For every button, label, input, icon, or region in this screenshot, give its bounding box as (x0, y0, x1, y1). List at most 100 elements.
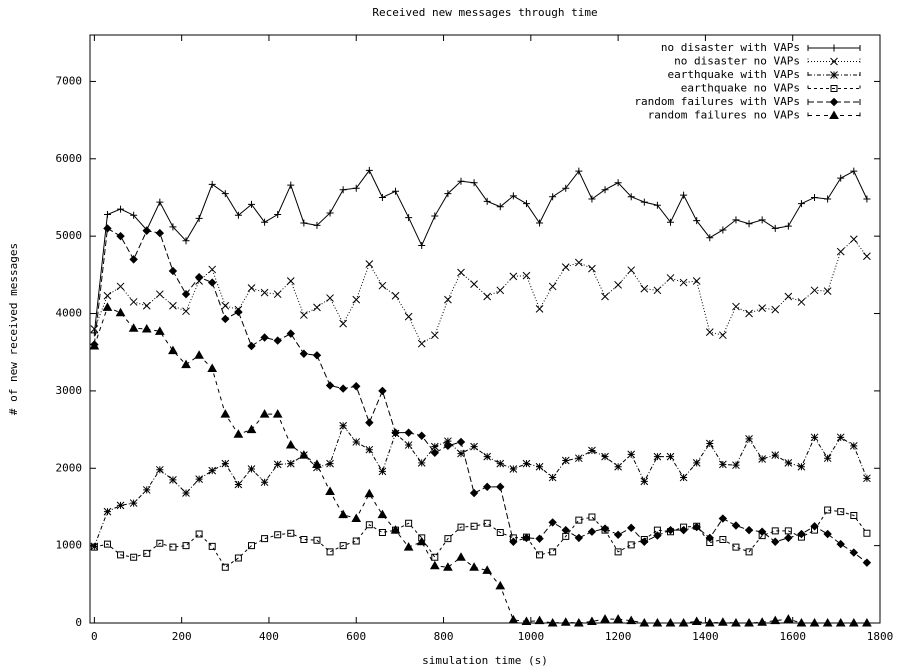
marker (378, 386, 387, 396)
marker (443, 441, 453, 451)
marker (508, 614, 519, 624)
marker (142, 301, 151, 310)
marker (771, 527, 779, 535)
marker (418, 534, 426, 542)
marker (836, 433, 845, 442)
marker (640, 198, 648, 206)
marker (574, 533, 584, 543)
legend-line (807, 99, 861, 105)
marker (457, 523, 465, 531)
marker (588, 264, 596, 273)
marker (692, 277, 701, 285)
marker (234, 480, 243, 489)
marker (391, 428, 400, 437)
marker (312, 459, 322, 468)
marker (560, 617, 571, 626)
marker (653, 201, 661, 209)
marker (456, 552, 466, 561)
marker (862, 617, 872, 627)
marker (824, 195, 832, 203)
y-tick-label: 0 (75, 616, 82, 629)
marker (457, 449, 465, 458)
marker (339, 542, 347, 550)
marker (509, 465, 518, 473)
marker (509, 272, 518, 281)
marker (783, 614, 794, 623)
marker (536, 219, 544, 227)
marker (274, 210, 282, 218)
marker (600, 524, 610, 533)
marker (796, 617, 807, 627)
marker (758, 455, 767, 463)
marker (169, 476, 177, 484)
marker (154, 326, 165, 335)
marker (194, 350, 204, 359)
marker (835, 617, 846, 627)
marker (836, 539, 845, 549)
marker (365, 521, 373, 529)
marker (829, 110, 839, 119)
marker (837, 508, 845, 516)
marker (181, 359, 191, 369)
marker (483, 292, 492, 301)
marker (378, 281, 387, 290)
marker (444, 437, 452, 446)
marker (326, 294, 334, 302)
marker (731, 617, 741, 627)
marker (169, 223, 177, 231)
marker (234, 211, 242, 219)
marker (247, 465, 256, 473)
marker (391, 291, 400, 300)
marker (863, 252, 871, 261)
marker (247, 341, 256, 351)
marker (233, 429, 244, 438)
marker (614, 548, 622, 556)
marker (784, 458, 793, 467)
marker (830, 57, 838, 66)
marker (116, 501, 125, 510)
marker (457, 268, 465, 277)
x-tick-label: 1600 (779, 630, 806, 643)
marker (364, 488, 375, 498)
marker (836, 247, 845, 256)
marker (830, 85, 838, 92)
marker (285, 440, 296, 449)
x-tick-label: 1400 (692, 630, 719, 643)
marker (378, 193, 386, 201)
marker (352, 438, 361, 446)
marker (797, 298, 806, 306)
marker (378, 467, 387, 476)
marker (679, 525, 688, 535)
marker (823, 529, 832, 539)
marker (117, 551, 125, 559)
marker (207, 363, 218, 372)
marker (313, 221, 321, 229)
marker (718, 617, 728, 626)
marker (260, 288, 269, 297)
marker (679, 278, 688, 287)
series-line (93, 424, 868, 547)
marker (627, 266, 636, 275)
marker (771, 305, 780, 314)
marker (90, 543, 98, 551)
marker (784, 527, 792, 535)
marker (247, 542, 255, 550)
marker (182, 489, 190, 497)
marker (627, 193, 635, 201)
marker (522, 533, 531, 543)
marker (89, 341, 100, 350)
marker (208, 180, 216, 188)
x-axis-label: simulation time (s) (422, 654, 548, 667)
marker (574, 454, 583, 463)
marker (522, 459, 531, 468)
marker (666, 274, 675, 282)
marker (404, 428, 413, 437)
marker (665, 617, 676, 627)
marker (117, 205, 125, 213)
marker (745, 548, 753, 556)
legend-label: earthquake with VAPs (668, 68, 800, 81)
marker (129, 298, 138, 306)
marker (704, 617, 715, 627)
marker (156, 539, 164, 547)
marker (679, 473, 688, 482)
